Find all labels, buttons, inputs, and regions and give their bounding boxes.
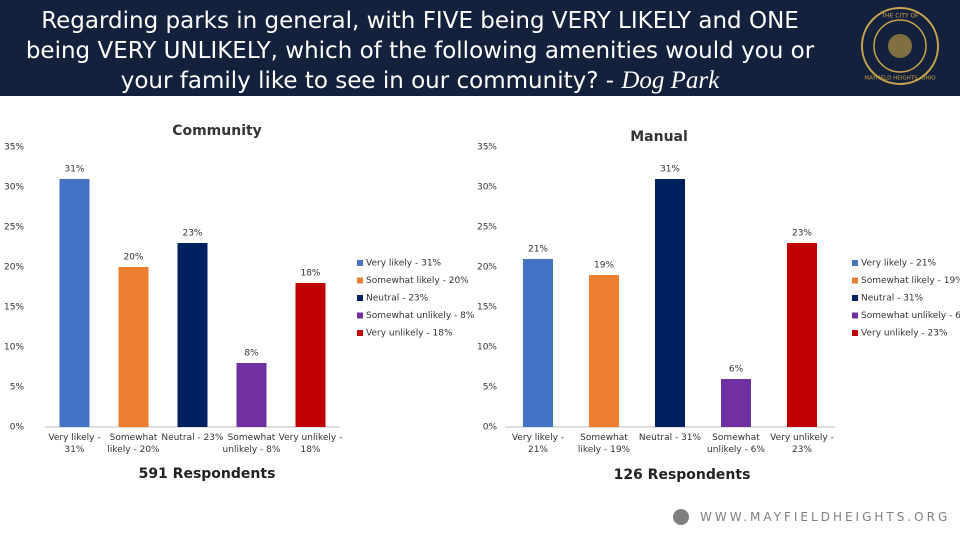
x-tick-label: Somewhat likely - 19% — [577, 433, 631, 455]
value-label: 23% — [792, 229, 812, 239]
bar — [295, 283, 326, 427]
chart-title: Community — [172, 123, 262, 139]
y-tick-label: 20% — [4, 263, 24, 273]
legend-label: Somewhat unlikely - 8% — [366, 311, 475, 321]
seal: THE CITY OF MAYFIELD HEIGHTS, OHIO — [861, 7, 939, 85]
y-tick-label: 5% — [10, 383, 25, 393]
value-label: 18% — [300, 269, 320, 279]
legend-label: Neutral - 23% — [366, 294, 429, 304]
y-tick-label: 20% — [477, 263, 497, 273]
legend-swatch — [357, 312, 363, 319]
legend-swatch — [852, 260, 858, 266]
y-tick-label: 25% — [477, 223, 497, 233]
x-tick-label: Very likely - 31% — [48, 433, 101, 455]
globe-icon — [673, 509, 689, 525]
legend-label: Somewhat unlikely - 6% — [861, 311, 960, 321]
y-tick-label: 5% — [483, 383, 498, 393]
legend-swatch — [852, 330, 858, 336]
x-tick-label: Very likely - 21% — [511, 433, 565, 455]
value-label: 23% — [182, 229, 202, 239]
legend-label: Somewhat likely - 19% — [861, 276, 960, 286]
respondents: 591 Respondents — [139, 466, 276, 482]
legend-swatch — [852, 312, 858, 319]
value-label: 8% — [244, 349, 259, 359]
bar — [655, 179, 685, 427]
bar — [721, 379, 751, 427]
legend-swatch — [357, 260, 363, 266]
bar — [589, 275, 619, 427]
x-tick-label: Very unlikely - 18% — [278, 433, 343, 455]
title-text: Regarding parks in general, with FIVE be… — [25, 8, 815, 94]
bar — [236, 363, 267, 427]
bar — [177, 243, 208, 427]
x-tick-label: Very unlikely - 23% — [770, 433, 834, 455]
legend-label: Very likely - 21% — [861, 259, 937, 269]
title-emphasis: Dog Park — [621, 67, 720, 94]
chart-title: Manual — [630, 129, 688, 145]
legend-swatch — [852, 277, 858, 284]
value-label: 19% — [594, 261, 614, 271]
title: Regarding parks in general, with FIVE be… — [10, 6, 830, 96]
legend-label: Very unlikely - 23% — [861, 329, 948, 339]
legend-swatch — [357, 330, 363, 336]
value-label: 20% — [123, 253, 143, 263]
seal-bottom: MAYFIELD HEIGHTS, OHIO — [864, 76, 936, 82]
legend-swatch — [357, 295, 363, 301]
y-tick-label: 0% — [10, 423, 25, 433]
value-label: 31% — [660, 165, 680, 175]
legend-swatch — [852, 295, 858, 301]
x-tick-label: Somewhat unlikely - 6% — [707, 433, 765, 455]
x-tick-label: Somewhat unlikely - 8% — [222, 433, 281, 455]
footer-url: WWW.MAYFIELDHEIGHTS.ORG — [700, 510, 951, 524]
value-label: 31% — [64, 165, 84, 175]
legend-swatch — [357, 277, 363, 284]
y-tick-label: 35% — [477, 143, 497, 153]
y-tick-label: 10% — [477, 343, 497, 353]
bar — [523, 259, 553, 427]
legend-label: Very unlikely - 18% — [366, 329, 453, 339]
y-tick-label: 0% — [483, 423, 498, 433]
respondents: 126 Respondents — [614, 467, 751, 483]
x-tick-label: Neutral - 31% — [638, 433, 702, 443]
y-tick-label: 35% — [4, 143, 24, 153]
bar — [787, 243, 817, 427]
bar — [59, 179, 90, 427]
legend-label: Neutral - 31% — [861, 294, 924, 304]
value-label: 21% — [528, 245, 548, 255]
legend-label: Very likely - 31% — [366, 259, 442, 269]
y-tick-label: 30% — [4, 183, 24, 193]
y-tick-label: 15% — [4, 303, 24, 313]
y-tick-label: 10% — [4, 343, 24, 353]
y-tick-label: 30% — [477, 183, 497, 193]
y-tick-label: 25% — [4, 223, 24, 233]
bar — [118, 267, 149, 427]
legend-label: Somewhat likely - 20% — [366, 276, 469, 286]
y-tick-label: 15% — [477, 303, 497, 313]
seal-top: THE CITY OF — [880, 13, 919, 20]
x-tick-label: Somewhat likely - 20% — [107, 433, 160, 455]
x-tick-label: Neutral - 23% — [161, 433, 224, 443]
header: Regarding parks in general, with FIVE be… — [0, 0, 960, 96]
value-label: 6% — [729, 365, 744, 375]
